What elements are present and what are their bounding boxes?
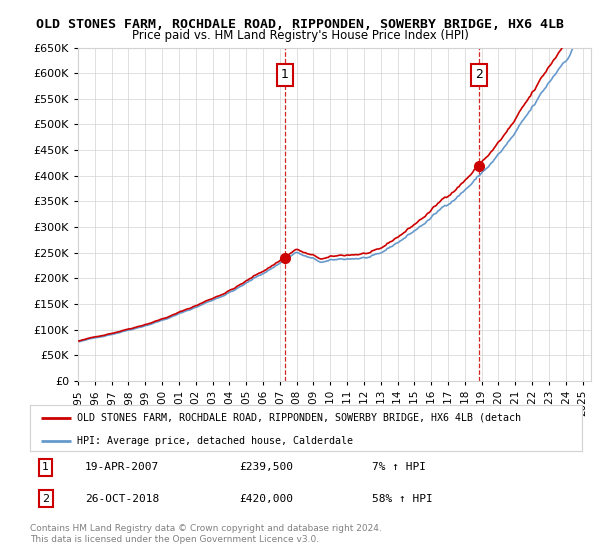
Text: £239,500: £239,500 [240, 463, 294, 473]
Text: £420,000: £420,000 [240, 494, 294, 504]
Text: 26-OCT-2018: 26-OCT-2018 [85, 494, 160, 504]
Text: 1: 1 [42, 463, 49, 473]
Text: 1: 1 [281, 68, 289, 81]
Text: Price paid vs. HM Land Registry's House Price Index (HPI): Price paid vs. HM Land Registry's House … [131, 29, 469, 42]
Text: 58% ↑ HPI: 58% ↑ HPI [372, 494, 433, 504]
Text: OLD STONES FARM, ROCHDALE ROAD, RIPPONDEN, SOWERBY BRIDGE, HX6 4LB: OLD STONES FARM, ROCHDALE ROAD, RIPPONDE… [36, 18, 564, 31]
Text: This data is licensed under the Open Government Licence v3.0.: This data is licensed under the Open Gov… [30, 535, 319, 544]
Text: OLD STONES FARM, ROCHDALE ROAD, RIPPONDEN, SOWERBY BRIDGE, HX6 4LB (detach: OLD STONES FARM, ROCHDALE ROAD, RIPPONDE… [77, 413, 521, 423]
Text: 2: 2 [475, 68, 483, 81]
Text: 19-APR-2007: 19-APR-2007 [85, 463, 160, 473]
Text: HPI: Average price, detached house, Calderdale: HPI: Average price, detached house, Cald… [77, 436, 353, 446]
Text: Contains HM Land Registry data © Crown copyright and database right 2024.: Contains HM Land Registry data © Crown c… [30, 524, 382, 533]
Text: 2: 2 [42, 494, 49, 504]
Text: 7% ↑ HPI: 7% ↑ HPI [372, 463, 426, 473]
